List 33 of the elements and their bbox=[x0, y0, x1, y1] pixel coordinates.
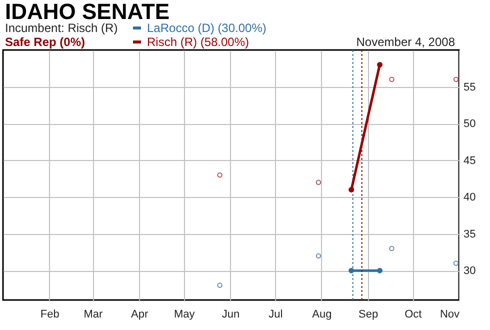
y-tick-label: 55 bbox=[464, 81, 476, 94]
point bbox=[453, 76, 459, 82]
point bbox=[348, 186, 354, 192]
y-tick-label: 30 bbox=[464, 265, 476, 278]
point bbox=[389, 76, 394, 82]
x-tick-label: Apr bbox=[130, 308, 148, 320]
point bbox=[217, 172, 222, 178]
x-tick-label: May bbox=[174, 308, 196, 320]
y-tick-label: 50 bbox=[464, 118, 476, 130]
chart-title: IDAHO SENATE bbox=[5, 0, 170, 24]
legend-label: Risch (R) (58.00%) bbox=[147, 35, 250, 49]
x-tick-label: Nov bbox=[440, 308, 460, 320]
y-tick-label: 35 bbox=[464, 228, 476, 240]
x-tick-label: Oct bbox=[404, 308, 422, 320]
legend-label: LaRocco (D) (30.00%) bbox=[147, 21, 266, 35]
y-tick-label: 45 bbox=[464, 154, 476, 167]
point bbox=[453, 260, 459, 266]
x-tick-label: Jun bbox=[222, 308, 240, 320]
x-tick-label: Jul bbox=[268, 308, 283, 320]
x-tick-label: Feb bbox=[40, 308, 60, 320]
point bbox=[316, 180, 322, 185]
point bbox=[316, 253, 322, 258]
text: Incumbent: Risch (R) bbox=[5, 21, 118, 35]
point bbox=[389, 246, 394, 252]
x-tick-label: Sep bbox=[358, 308, 378, 320]
point bbox=[377, 268, 382, 274]
text: Safe Rep (0%) bbox=[5, 35, 86, 49]
point bbox=[377, 62, 382, 68]
x-tick-label: Aug bbox=[312, 308, 332, 320]
text: November 4, 2008 bbox=[356, 35, 456, 49]
point bbox=[217, 282, 222, 288]
y-tick-label: 40 bbox=[464, 192, 476, 204]
x-tick-label: Mar bbox=[84, 308, 104, 320]
